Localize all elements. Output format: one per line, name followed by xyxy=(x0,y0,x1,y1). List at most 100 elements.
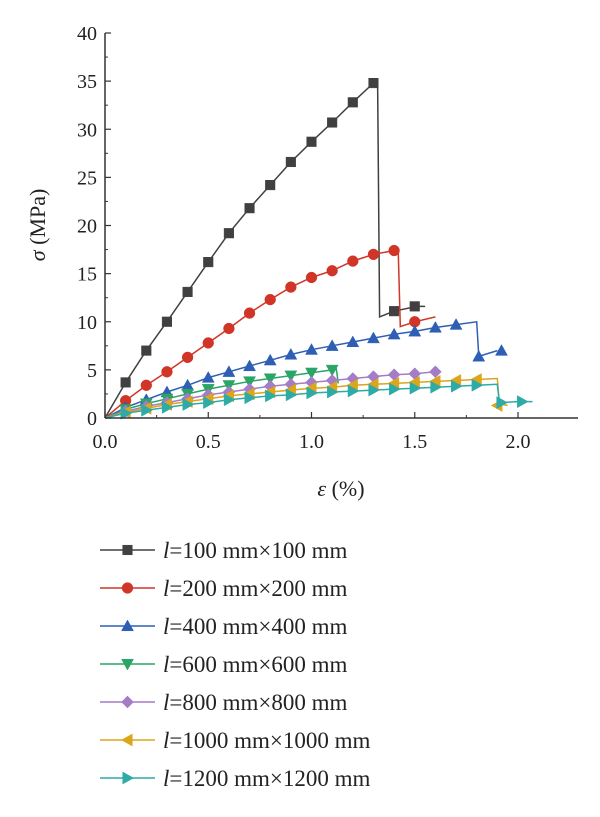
y-tick-label: 5 xyxy=(87,360,97,382)
y-tick-label: 10 xyxy=(77,312,97,334)
y-axis-unit: (MPa) xyxy=(25,189,50,251)
data-point xyxy=(429,365,442,379)
y-axis-symbol: σ xyxy=(25,249,50,261)
data-point xyxy=(367,331,380,344)
series-6 xyxy=(104,378,533,420)
legend-item: l=1000 mm×1000 mm xyxy=(100,728,371,753)
data-point xyxy=(306,136,317,147)
legend-text: =400 mm×400 mm xyxy=(169,614,347,639)
data-point xyxy=(141,345,152,356)
legend-item: l=800 mm×800 mm xyxy=(100,690,348,715)
axes xyxy=(104,33,578,419)
data-point xyxy=(244,391,257,405)
data-point xyxy=(223,322,235,335)
data-point xyxy=(161,316,172,327)
data-point xyxy=(449,318,463,330)
data-point xyxy=(263,353,277,366)
data-point xyxy=(495,344,508,356)
data-point xyxy=(182,398,195,411)
data-point xyxy=(243,307,256,319)
data-point xyxy=(347,255,359,267)
data-point xyxy=(182,286,193,297)
data-point xyxy=(388,244,400,257)
data-point xyxy=(202,337,214,349)
data-point xyxy=(285,281,297,293)
data-point xyxy=(264,293,276,306)
data-point xyxy=(327,385,339,399)
series-line xyxy=(104,377,508,419)
legend-item: l=1200 mm×1200 mm xyxy=(100,766,371,791)
y-tick-label: 25 xyxy=(77,167,97,189)
legend-text: =600 mm×600 mm xyxy=(169,652,347,677)
legend-marker xyxy=(122,544,133,556)
data-point xyxy=(285,388,298,402)
legend-label: l=200 mm×200 mm xyxy=(163,576,348,601)
series-0 xyxy=(104,78,426,419)
data-point xyxy=(243,376,256,388)
legend-item: l=100 mm×100 mm xyxy=(100,538,348,563)
data-point xyxy=(285,156,296,168)
data-point xyxy=(327,117,338,128)
data-point xyxy=(409,381,422,395)
x-axis-symbol: ε xyxy=(317,476,326,501)
x-tick-label: 1.5 xyxy=(402,431,427,453)
data-point xyxy=(306,386,319,400)
y-tick-label: 40 xyxy=(77,23,97,45)
legend-variable: l xyxy=(163,652,169,677)
legend-label: l=100 mm×100 mm xyxy=(163,538,348,563)
legend-text: =1200 mm×1200 mm xyxy=(169,766,370,791)
data-point xyxy=(265,180,276,191)
legend-marker xyxy=(121,582,134,594)
legend-marker xyxy=(121,619,134,632)
data-point xyxy=(120,377,131,388)
y-tick-label: 35 xyxy=(77,71,97,93)
legend-variable: l xyxy=(163,576,169,601)
data-point xyxy=(517,395,529,409)
data-point xyxy=(284,370,298,383)
y-tick-label: 20 xyxy=(77,216,97,238)
legend-marker xyxy=(122,771,135,785)
data-point xyxy=(284,347,298,360)
legend-variable: l xyxy=(163,728,169,753)
legend-text: =1000 mm×1000 mm xyxy=(169,728,370,753)
x-axis-unit: (%) xyxy=(326,476,364,501)
x-tick-label: 0.5 xyxy=(196,431,221,453)
legend-text: =800 mm×800 mm xyxy=(169,690,347,715)
series-1 xyxy=(104,244,436,419)
data-point xyxy=(161,400,174,414)
data-point xyxy=(368,383,380,397)
data-point xyxy=(325,339,339,351)
legend-variable: l xyxy=(163,614,169,639)
x-tick-label: 0.0 xyxy=(93,431,118,453)
legend-variable: l xyxy=(163,690,169,715)
data-point xyxy=(201,371,215,383)
data-point xyxy=(222,365,236,377)
data-point xyxy=(305,271,318,284)
data-point xyxy=(265,389,277,403)
data-point xyxy=(223,393,236,407)
x-axis-label: ε (%) xyxy=(317,476,364,501)
data-point xyxy=(346,335,360,348)
data-point xyxy=(181,378,195,391)
data-point xyxy=(305,367,318,380)
series-line xyxy=(104,79,426,419)
data-point xyxy=(387,327,401,340)
legend-text: =100 mm×100 mm xyxy=(169,538,347,563)
data-point xyxy=(389,306,400,317)
legend: l=100 mm×100 mml=200 mm×200 mml=400 mm×4… xyxy=(100,538,371,791)
legend-label: l=400 mm×400 mm xyxy=(163,614,348,639)
data-point xyxy=(120,406,133,420)
legend-marker xyxy=(121,658,134,671)
data-point xyxy=(347,97,358,108)
data-point xyxy=(367,248,380,261)
data-point xyxy=(325,364,339,377)
data-point xyxy=(305,343,318,355)
legend-marker xyxy=(121,695,134,709)
data-point xyxy=(451,379,463,393)
legend-label: l=800 mm×800 mm xyxy=(163,690,348,715)
legend-item: l=200 mm×200 mm xyxy=(100,576,348,601)
data-point xyxy=(161,366,173,378)
y-tick-label: 15 xyxy=(77,264,97,286)
